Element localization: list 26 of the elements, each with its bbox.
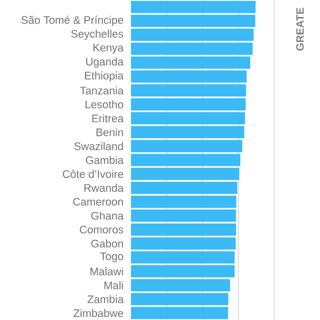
- y-tick-label: Rwanda: [84, 184, 124, 192]
- y-tick-label: Côte d’Ivoire: [62, 170, 124, 178]
- bar: [131, 237, 236, 250]
- text: GREATE: [296, 8, 304, 51]
- y-tick-label: Uganda: [86, 58, 124, 68]
- y-tick-label: Tanzania: [80, 86, 124, 94]
- y-tick-label: Kenya: [94, 44, 124, 54]
- y-tick-label: Malawi: [90, 267, 123, 276]
- y-tick-label: São Tomé & Príncipe: [21, 16, 124, 26]
- y-tick-label: Eritrea: [92, 114, 124, 122]
- y-tick-label: Swaziland: [74, 142, 123, 150]
- y-tick-label: Benin: [96, 128, 123, 136]
- y-tick-label: Gabon: [91, 239, 123, 248]
- bar: [131, 154, 240, 166]
- y-tick-label: Ethiopia: [85, 71, 124, 82]
- y-tick-label: Zambia: [88, 295, 124, 304]
- y-tick-label: Comoros: [80, 226, 124, 234]
- y-tick-label: Mali: [104, 281, 123, 290]
- y-tick-label: Lesotho: [86, 100, 124, 108]
- y-tick-label: Cameroon: [73, 198, 123, 206]
- y-tick-label: Ghana: [91, 212, 124, 220]
- bar: [131, 70, 247, 83]
- y-tick-label: Seychelles: [71, 30, 124, 40]
- y-tick-label: Togo: [100, 252, 124, 262]
- y-tick-label: Gambia: [86, 156, 124, 164]
- y-tick-label: Zimbabwe: [74, 309, 124, 318]
